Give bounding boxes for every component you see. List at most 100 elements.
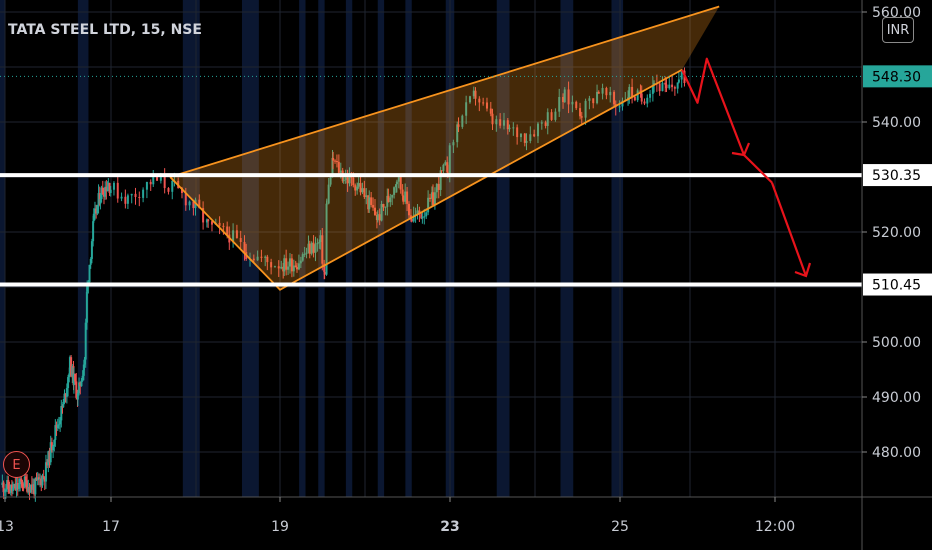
candle-body — [55, 425, 58, 428]
candle-body — [456, 124, 459, 143]
candle-body — [92, 221, 95, 242]
candle-body — [489, 108, 492, 114]
candle-body — [62, 401, 65, 408]
candle-body — [8, 488, 11, 493]
candle-body — [613, 91, 616, 105]
candle-body — [27, 487, 30, 492]
candle-body — [425, 212, 428, 217]
candle-body — [395, 181, 398, 185]
candle-body — [418, 210, 421, 215]
session-band — [405, 0, 412, 497]
candle-body — [120, 196, 123, 199]
candle-body — [180, 188, 183, 193]
candle-body — [167, 188, 170, 192]
candle-body — [41, 476, 44, 486]
candle-body — [9, 484, 12, 493]
candle-body — [104, 186, 107, 197]
support-levels — [0, 75, 862, 287]
candle-body — [406, 191, 409, 204]
candle-body — [239, 237, 242, 242]
candle-body — [282, 266, 285, 272]
candle-body — [584, 100, 587, 118]
candle-body — [329, 177, 332, 185]
candle-body — [96, 205, 99, 214]
x-tick-label: 12:00 — [755, 519, 795, 535]
candle-body — [395, 184, 398, 188]
candle-body — [314, 244, 317, 253]
candle-body — [159, 176, 162, 181]
candle-body — [558, 97, 561, 112]
candle-body — [72, 373, 75, 386]
candle-body — [43, 477, 46, 482]
candle-body — [81, 375, 84, 381]
candle-body — [359, 183, 362, 193]
candle-body — [264, 256, 267, 258]
candle-body — [465, 102, 468, 116]
candle-body — [384, 206, 387, 208]
candle-body — [420, 214, 423, 219]
candle-body — [84, 322, 87, 360]
candle-body — [10, 484, 13, 491]
candle-body — [499, 119, 502, 126]
candle-body — [70, 357, 73, 377]
candle-body — [11, 487, 14, 491]
candle-body — [198, 199, 201, 209]
candle-body — [342, 179, 345, 182]
candle-body — [433, 192, 436, 206]
candle-body — [90, 241, 93, 259]
candle-body — [24, 476, 27, 481]
candle-body — [491, 113, 494, 125]
candle-body — [48, 451, 51, 463]
candle-body — [1, 482, 4, 485]
candle-body — [337, 161, 340, 173]
candle-body — [387, 195, 390, 203]
candle-body — [100, 187, 103, 199]
candle-body — [677, 79, 680, 83]
candle-body — [85, 291, 88, 323]
candle-body — [380, 204, 383, 221]
candle-body — [297, 263, 300, 270]
candle-body — [440, 170, 443, 172]
candle-body — [651, 85, 654, 94]
candle-body — [13, 484, 16, 488]
candle-body — [6, 480, 9, 490]
candle-body — [46, 462, 49, 466]
candle-body — [106, 186, 109, 192]
currency-button[interactable]: INR — [882, 17, 914, 43]
candle-body — [325, 203, 328, 275]
candle-body — [252, 258, 255, 261]
candle-body — [567, 89, 570, 105]
candle-body — [332, 157, 335, 161]
x-tick-label: 25 — [611, 519, 629, 535]
candle-body — [344, 177, 347, 180]
grid — [0, 0, 862, 497]
candle-body — [60, 406, 63, 421]
candle-body — [378, 214, 381, 221]
candle-body — [16, 483, 19, 489]
candle-body — [452, 142, 455, 146]
candle-body — [40, 478, 43, 486]
candle-body — [142, 189, 145, 198]
candle-body — [348, 174, 351, 184]
candle-body — [633, 96, 636, 101]
candle-body — [56, 424, 59, 428]
candle-body — [416, 210, 419, 215]
candle-body — [631, 86, 634, 97]
arrowhead-1 — [731, 142, 751, 157]
earnings-marker[interactable]: E — [3, 451, 30, 478]
candle-body — [109, 189, 112, 193]
candle-body — [536, 123, 539, 137]
candle-body — [243, 241, 246, 252]
candle-body — [78, 382, 81, 393]
candle-body — [7, 480, 10, 489]
candle-body — [101, 187, 104, 195]
projected-path — [681, 57, 812, 278]
candle-body — [21, 481, 24, 487]
candle-body — [457, 124, 460, 127]
candle-body — [506, 120, 509, 130]
candle-body — [474, 90, 477, 99]
candle-body — [50, 442, 53, 451]
candle-body — [36, 477, 39, 481]
